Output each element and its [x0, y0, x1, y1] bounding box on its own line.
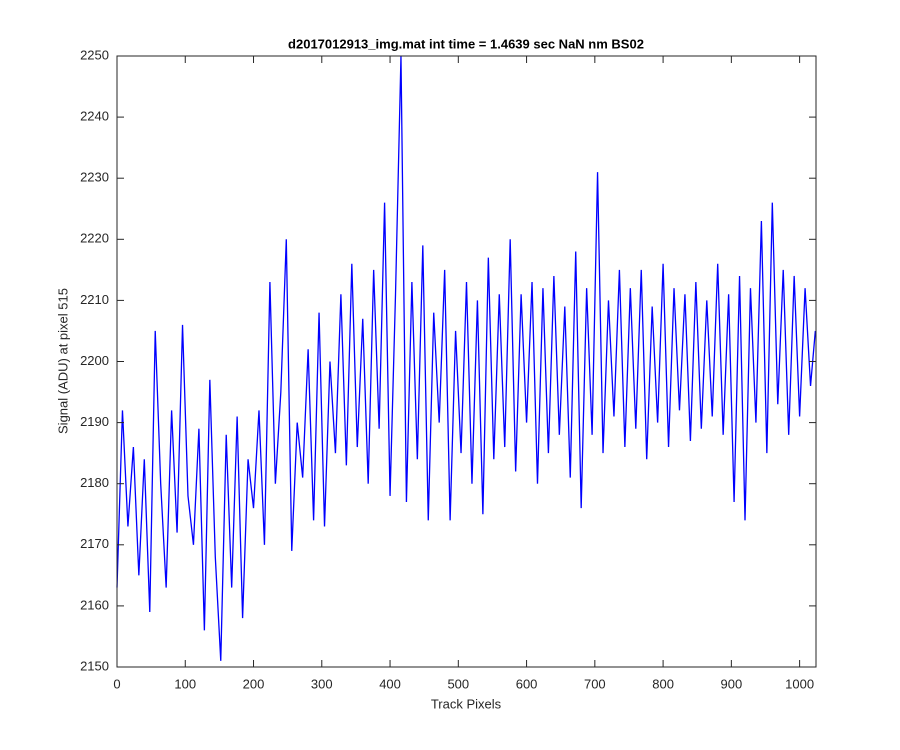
x-tick-label: 100	[174, 676, 196, 691]
y-tick-label: 2240	[80, 109, 109, 124]
x-axis-label: Track Pixels	[431, 696, 502, 711]
x-tick-label: 900	[721, 676, 743, 691]
x-tick-label: 300	[311, 676, 333, 691]
x-tick-label: 200	[243, 676, 265, 691]
data-line	[116, 55, 816, 661]
x-tick-label: 600	[516, 676, 538, 691]
y-tick-label: 2160	[80, 597, 109, 612]
y-tick-label: 2210	[80, 292, 109, 307]
y-tick-label: 2150	[80, 658, 109, 673]
y-tick-label: 2220	[80, 231, 109, 246]
x-tick-label: 800	[652, 676, 674, 691]
y-axis-label: Signal (ADU) at pixel 515	[55, 288, 70, 434]
y-tick-label: 2200	[80, 353, 109, 368]
chart-title: d2017012913_img.mat int time = 1.4639 se…	[288, 36, 644, 51]
axes-frame	[116, 55, 817, 668]
x-tick-label: 0	[113, 676, 120, 691]
x-tick-label: 1000	[785, 676, 814, 691]
y-tick-label: 2180	[80, 475, 109, 490]
x-tick-label: 700	[584, 676, 606, 691]
x-tick-label: 400	[379, 676, 401, 691]
y-tick-label: 2190	[80, 414, 109, 429]
x-tick-label: 500	[447, 676, 469, 691]
plot-area	[117, 56, 816, 667]
y-tick-label: 2170	[80, 536, 109, 551]
y-tick-label: 2250	[80, 47, 109, 62]
y-tick-label: 2230	[80, 170, 109, 185]
